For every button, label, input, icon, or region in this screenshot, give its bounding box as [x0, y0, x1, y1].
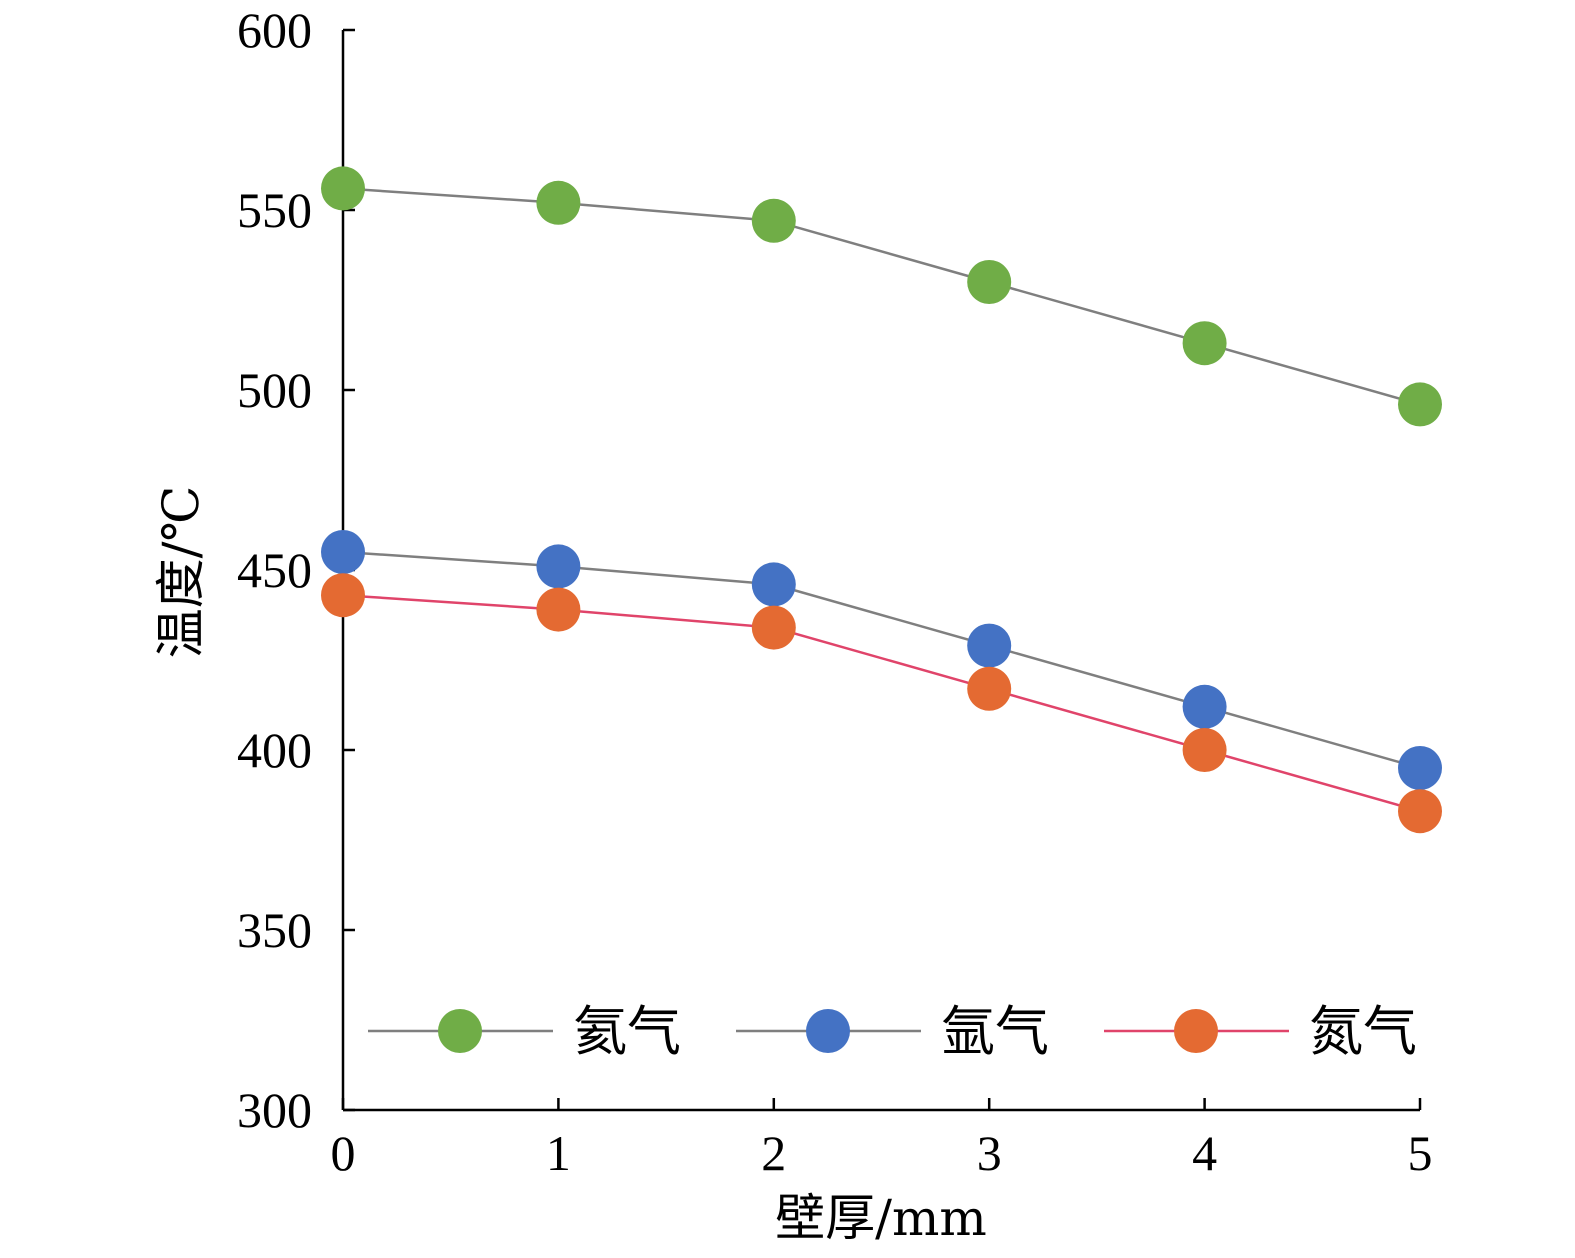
legend: 氦气 氩气 氮气 [368, 1000, 1417, 1063]
series-line [342, 187, 1421, 406]
series-markers [321, 166, 1442, 834]
x-tick-label: 5 [1408, 1125, 1433, 1181]
data-point [536, 587, 581, 632]
data-point [751, 605, 796, 650]
y-axis-title: 温度/℃ [152, 486, 210, 659]
x-tick-label: 3 [977, 1125, 1002, 1181]
y-tick-label: 500 [237, 362, 312, 418]
x-tick-label: 0 [331, 1125, 356, 1181]
data-point [536, 180, 581, 225]
data-point [321, 573, 365, 618]
data-point [321, 530, 365, 574]
series-line [342, 593, 1421, 813]
y-tick-label: 350 [237, 902, 312, 958]
data-point [1182, 321, 1227, 366]
x-ticks: 0 1 2 3 4 5 [331, 1098, 1433, 1181]
series-lines [342, 187, 1421, 813]
data-point [536, 544, 581, 589]
data-point [321, 166, 365, 211]
data-point [967, 666, 1012, 711]
data-point [967, 260, 1012, 304]
data-point [967, 623, 1012, 668]
data-point [751, 562, 796, 607]
data-point [751, 198, 796, 243]
legend-label: 氩气 [941, 1000, 1049, 1063]
x-axis-title: 壁厚/mm [775, 1189, 987, 1247]
y-tick-label: 400 [237, 722, 312, 778]
legend-marker [1174, 1009, 1218, 1053]
data-point [1182, 728, 1227, 772]
x-tick-label: 4 [1192, 1125, 1217, 1181]
legend-marker [438, 1009, 482, 1053]
legend-item: 氦气 [368, 1000, 681, 1063]
legend-item: 氩气 [736, 1000, 1049, 1063]
axes [341, 30, 1420, 1112]
y-tick-label: 550 [237, 182, 312, 238]
y-tick-label: 450 [237, 542, 312, 598]
y-tick-label: 600 [237, 2, 312, 58]
series-line [342, 550, 1421, 770]
legend-item: 氮气 [1104, 1000, 1417, 1063]
x-tick-label: 2 [761, 1125, 786, 1181]
data-point [1398, 789, 1442, 834]
y-tick-label: 300 [237, 1082, 312, 1138]
legend-label: 氦气 [573, 1000, 681, 1063]
x-tick-label: 1 [546, 1125, 571, 1181]
data-point [1398, 746, 1442, 790]
data-point [1182, 684, 1227, 729]
legend-label: 氮气 [1309, 1000, 1417, 1063]
legend-marker [806, 1009, 850, 1053]
y-ticks: 300 350 400 450 500 550 600 [237, 2, 355, 1138]
data-point [1398, 382, 1442, 427]
